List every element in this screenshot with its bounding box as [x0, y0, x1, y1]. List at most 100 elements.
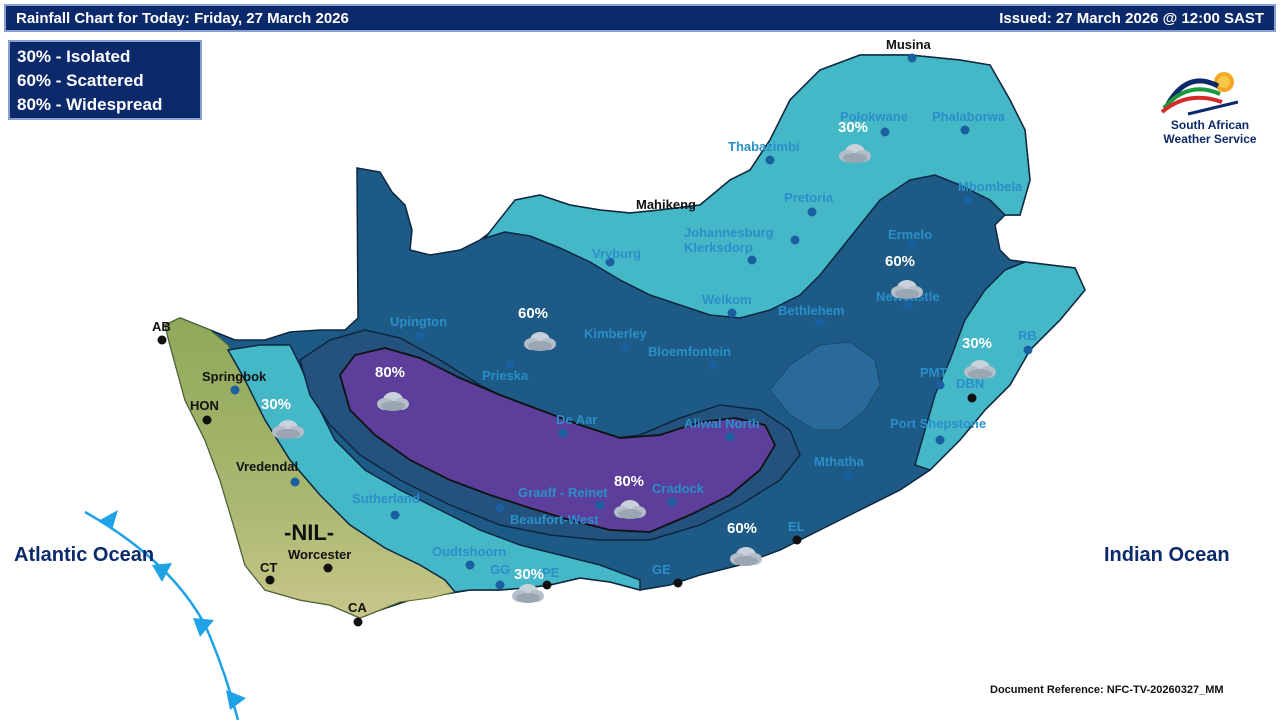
- issued-label: Issued: 27 March 2026 @ 12:00 SAST: [999, 9, 1264, 27]
- marker-pe: [542, 580, 552, 590]
- marker-mthatha: [843, 470, 853, 480]
- marker-kimberley: [620, 342, 630, 352]
- label-polokwane: Polokwane: [840, 109, 908, 124]
- label-ca: CA: [348, 600, 367, 615]
- label-springbok: Springbok: [202, 369, 267, 384]
- indian-ocean-label: Indian Ocean: [1104, 544, 1230, 566]
- marker-dbn: [967, 393, 977, 403]
- nil-label: -NIL-: [284, 520, 334, 545]
- label-mahikeng: Mahikeng: [636, 197, 696, 212]
- label-rb: RB: [1018, 328, 1037, 343]
- pct-north: 30%: [838, 119, 868, 136]
- cold-front-pip-2: [152, 563, 172, 582]
- label-beaufort-west: Beaufort-West: [510, 512, 599, 527]
- label-graaff-reinet: Graaff - Reinet: [518, 485, 608, 500]
- label-aliwal-north: Aliwal North: [684, 416, 760, 431]
- logo-line-2: Weather Service: [1163, 132, 1257, 146]
- marker-bloemfontein: [708, 360, 718, 370]
- label-pmt: PMT: [920, 365, 948, 380]
- pct-south-coast: 30%: [514, 566, 544, 583]
- label-kimberley: Kimberley: [584, 326, 648, 341]
- marker-beaufort-west: [495, 503, 505, 513]
- marker-ab: [157, 335, 167, 345]
- marker-springbok: [230, 385, 240, 395]
- label-oudtshoorn: Oudtshoorn: [432, 544, 506, 559]
- label-phalaborwa: Phalaborwa: [932, 109, 1006, 124]
- label-mbombela: Mbombela: [958, 179, 1023, 194]
- pct-east-coast: 30%: [962, 335, 992, 352]
- marker-thabazimbi: [765, 155, 775, 165]
- town-markers: [230, 53, 1033, 590]
- zone-30-west-region: [226, 344, 641, 593]
- marker-musina: [907, 53, 917, 63]
- marker-el: [792, 535, 802, 545]
- cold-front-pip-3: [193, 618, 214, 637]
- marker-sutherland: [390, 510, 400, 520]
- label-ge: GE: [652, 562, 671, 577]
- label-el: EL: [788, 519, 805, 534]
- label-prieska: Prieska: [482, 368, 529, 383]
- label-mthatha: Mthatha: [814, 454, 865, 469]
- label-worcester: Worcester: [288, 547, 351, 562]
- marker-vredendal: [290, 477, 300, 487]
- lesotho-region: [769, 341, 881, 431]
- label-ermelo: Ermelo: [888, 227, 932, 242]
- label-pe: PE: [542, 565, 560, 580]
- label-klerksdorp: Klerksdorp: [684, 240, 753, 255]
- pct-west-coast: 30%: [261, 396, 291, 413]
- marker-polokwane: [880, 127, 890, 137]
- marker-pmt: [935, 380, 945, 390]
- town-markers-dark: [157, 335, 977, 627]
- marker-ge: [673, 578, 683, 588]
- logo-line-1: South African: [1170, 118, 1250, 132]
- zone-30-north-region: [482, 54, 1031, 319]
- marker-rb: [1023, 345, 1033, 355]
- marker-phalaborwa: [960, 125, 970, 135]
- label-johannesburg: Johannesburg: [684, 225, 774, 240]
- marker-klerksdorp: [747, 255, 757, 265]
- pct-south-80: 80%: [614, 473, 644, 490]
- label-pretoria: Pretoria: [784, 190, 834, 205]
- label-bloemfontein: Bloemfontein: [648, 344, 731, 359]
- probability-legend: 30% - Isolated 60% - Scattered 80% - Wid…: [8, 40, 202, 120]
- pct-south-60: 60%: [727, 520, 757, 537]
- marker-vryburg: [605, 257, 615, 267]
- marker-cradock: [667, 497, 677, 507]
- marker-upington: [415, 331, 425, 341]
- marker-prieska: [505, 360, 515, 370]
- zone-80-region: [339, 347, 777, 533]
- marker-gg: [495, 580, 505, 590]
- label-thabazimbi: Thabazimbi: [728, 139, 800, 154]
- label-gg: GG: [490, 562, 510, 577]
- marker-port-shepstone: [935, 435, 945, 445]
- marker-oudtshoorn: [465, 560, 475, 570]
- pct-central: 60%: [518, 305, 548, 322]
- marker-bethlehem: [815, 318, 825, 328]
- label-cradock: Cradock: [652, 481, 705, 496]
- zone-30-east-region: [914, 261, 1086, 471]
- marker-ct: [265, 575, 275, 585]
- marker-hon: [202, 415, 212, 425]
- marker-worcester: [323, 563, 333, 573]
- saws-logo-text: South African Weather Service: [1140, 118, 1280, 146]
- title-bar: Rainfall Chart for Today: Friday, 27 Mar…: [4, 4, 1276, 32]
- marker-mbombela: [963, 195, 973, 205]
- label-sutherland: Sutherland: [352, 491, 420, 506]
- label-vredendal: Vredendal: [236, 459, 298, 474]
- marker-ca: [353, 617, 363, 627]
- label-hon: HON: [190, 398, 219, 413]
- pct-west-80: 80%: [375, 364, 405, 381]
- label-bethlehem: Bethlehem: [778, 303, 844, 318]
- legend-item-scattered: 60% - Scattered: [17, 71, 144, 90]
- marker-aliwal-north: [725, 432, 735, 442]
- chart-title: Rainfall Chart for Today: Friday, 27 Mar…: [16, 9, 349, 27]
- label-ct: CT: [260, 560, 277, 575]
- marker-de-aar: [558, 428, 568, 438]
- label-dbn: DBN: [956, 376, 984, 391]
- label-de-aar: De Aar: [556, 412, 597, 427]
- label-port-shepstone: Port Shepstone: [890, 416, 986, 431]
- pct-east-inland: 60%: [885, 253, 915, 270]
- atlantic-ocean-label: Atlantic Ocean: [14, 544, 155, 566]
- marker-welkom: [727, 308, 737, 318]
- marker-ermelo: [907, 240, 917, 250]
